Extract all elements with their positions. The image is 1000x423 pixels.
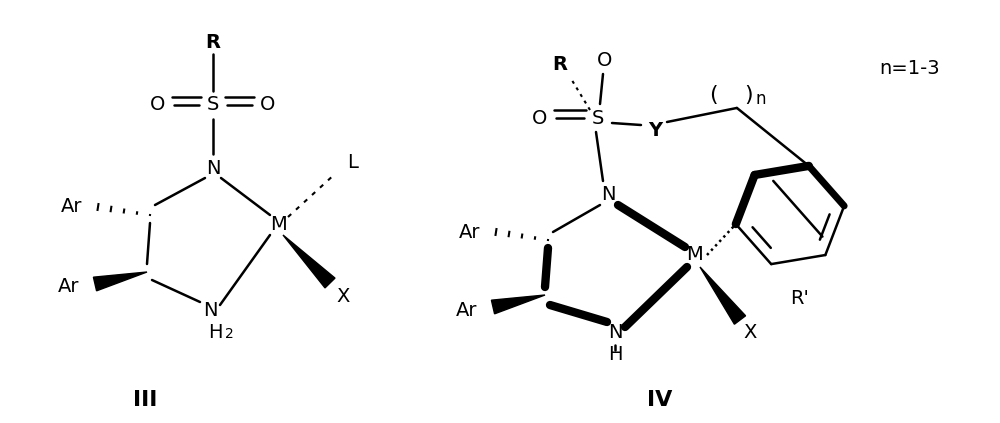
Text: Ar: Ar bbox=[459, 222, 481, 242]
Text: H: H bbox=[608, 344, 622, 363]
Text: X: X bbox=[336, 288, 350, 307]
Text: N: N bbox=[608, 322, 622, 341]
Text: N: N bbox=[203, 300, 217, 319]
Text: S: S bbox=[592, 109, 604, 127]
Text: O: O bbox=[150, 96, 166, 115]
Polygon shape bbox=[700, 267, 746, 324]
Text: (: ( bbox=[709, 85, 717, 105]
Text: R': R' bbox=[791, 288, 809, 308]
Text: ): ) bbox=[745, 85, 753, 105]
Text: Y: Y bbox=[648, 121, 662, 140]
Text: n: n bbox=[756, 90, 766, 108]
Text: O: O bbox=[260, 96, 276, 115]
Text: 2: 2 bbox=[225, 327, 233, 341]
Text: n=1-3: n=1-3 bbox=[880, 58, 940, 77]
Text: X: X bbox=[743, 324, 757, 343]
Text: R: R bbox=[206, 33, 220, 52]
Text: Ar: Ar bbox=[456, 300, 478, 319]
Text: Ar: Ar bbox=[58, 277, 80, 297]
Text: N: N bbox=[206, 159, 220, 178]
Text: O: O bbox=[532, 109, 548, 127]
Text: III: III bbox=[133, 390, 157, 410]
Text: M: M bbox=[270, 215, 286, 234]
Text: M: M bbox=[687, 245, 703, 264]
Text: O: O bbox=[597, 50, 613, 69]
Polygon shape bbox=[491, 295, 545, 314]
Text: N: N bbox=[601, 186, 615, 204]
Polygon shape bbox=[283, 235, 335, 288]
Text: L: L bbox=[348, 154, 358, 173]
Text: Ar: Ar bbox=[61, 198, 83, 217]
Text: IV: IV bbox=[647, 390, 673, 410]
Text: R: R bbox=[552, 55, 568, 74]
Text: H: H bbox=[208, 322, 222, 341]
Polygon shape bbox=[93, 272, 147, 291]
Text: S: S bbox=[207, 96, 219, 115]
